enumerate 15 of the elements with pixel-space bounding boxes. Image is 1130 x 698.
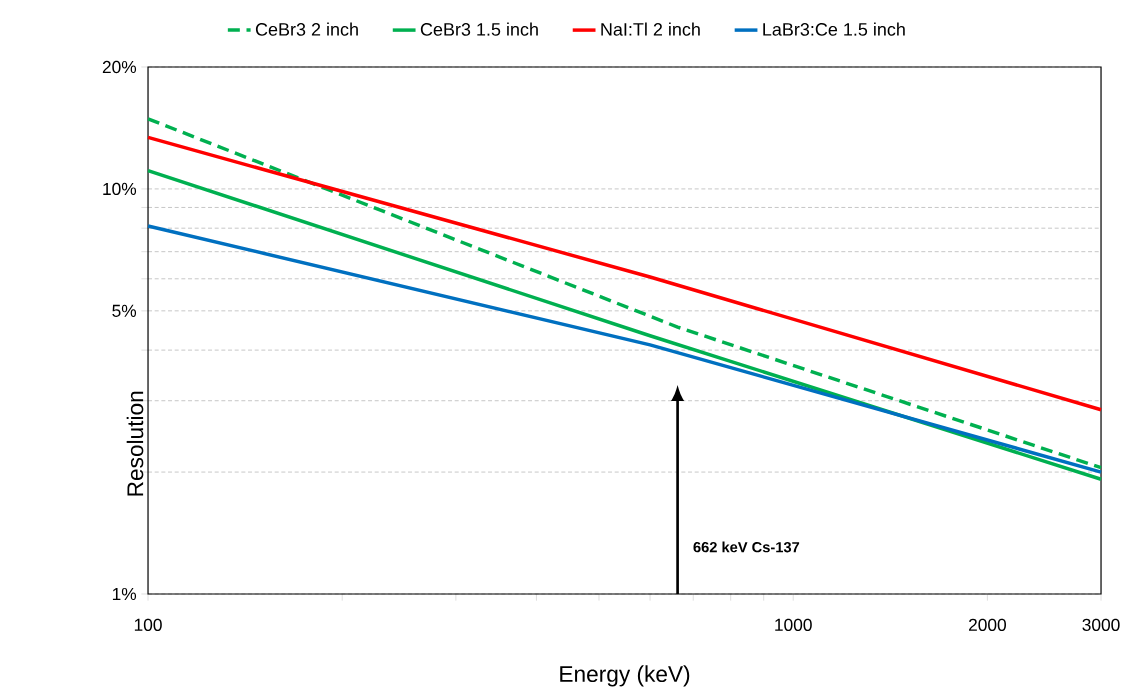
legend-label: NaI:Tl 2 inch — [601, 22, 700, 36]
y-axis-title: Resolution — [126, 391, 144, 496]
legend-label: LaBr3:Ce 1.5 inch — [763, 22, 905, 36]
y-tick-label: 5% — [112, 304, 137, 317]
y-tick-label: 1% — [112, 587, 137, 601]
x-tick-label: 2000 — [969, 618, 1006, 631]
legend-label: CeBr3 1.5 inch — [420, 22, 538, 36]
y-tick-label: 10% — [103, 182, 137, 196]
legend-label: CeBr3 2 inch — [255, 22, 358, 36]
x-tick-label: 3000 — [1082, 618, 1120, 631]
ref-line-label: 662 keV Cs-137 — [693, 541, 800, 553]
x-axis-title: Energy (keV) — [560, 665, 690, 687]
x-tick-label: 100 — [134, 618, 162, 631]
x-tick-label: 1000 — [775, 618, 812, 631]
y-tick-label: 20% — [102, 60, 137, 74]
